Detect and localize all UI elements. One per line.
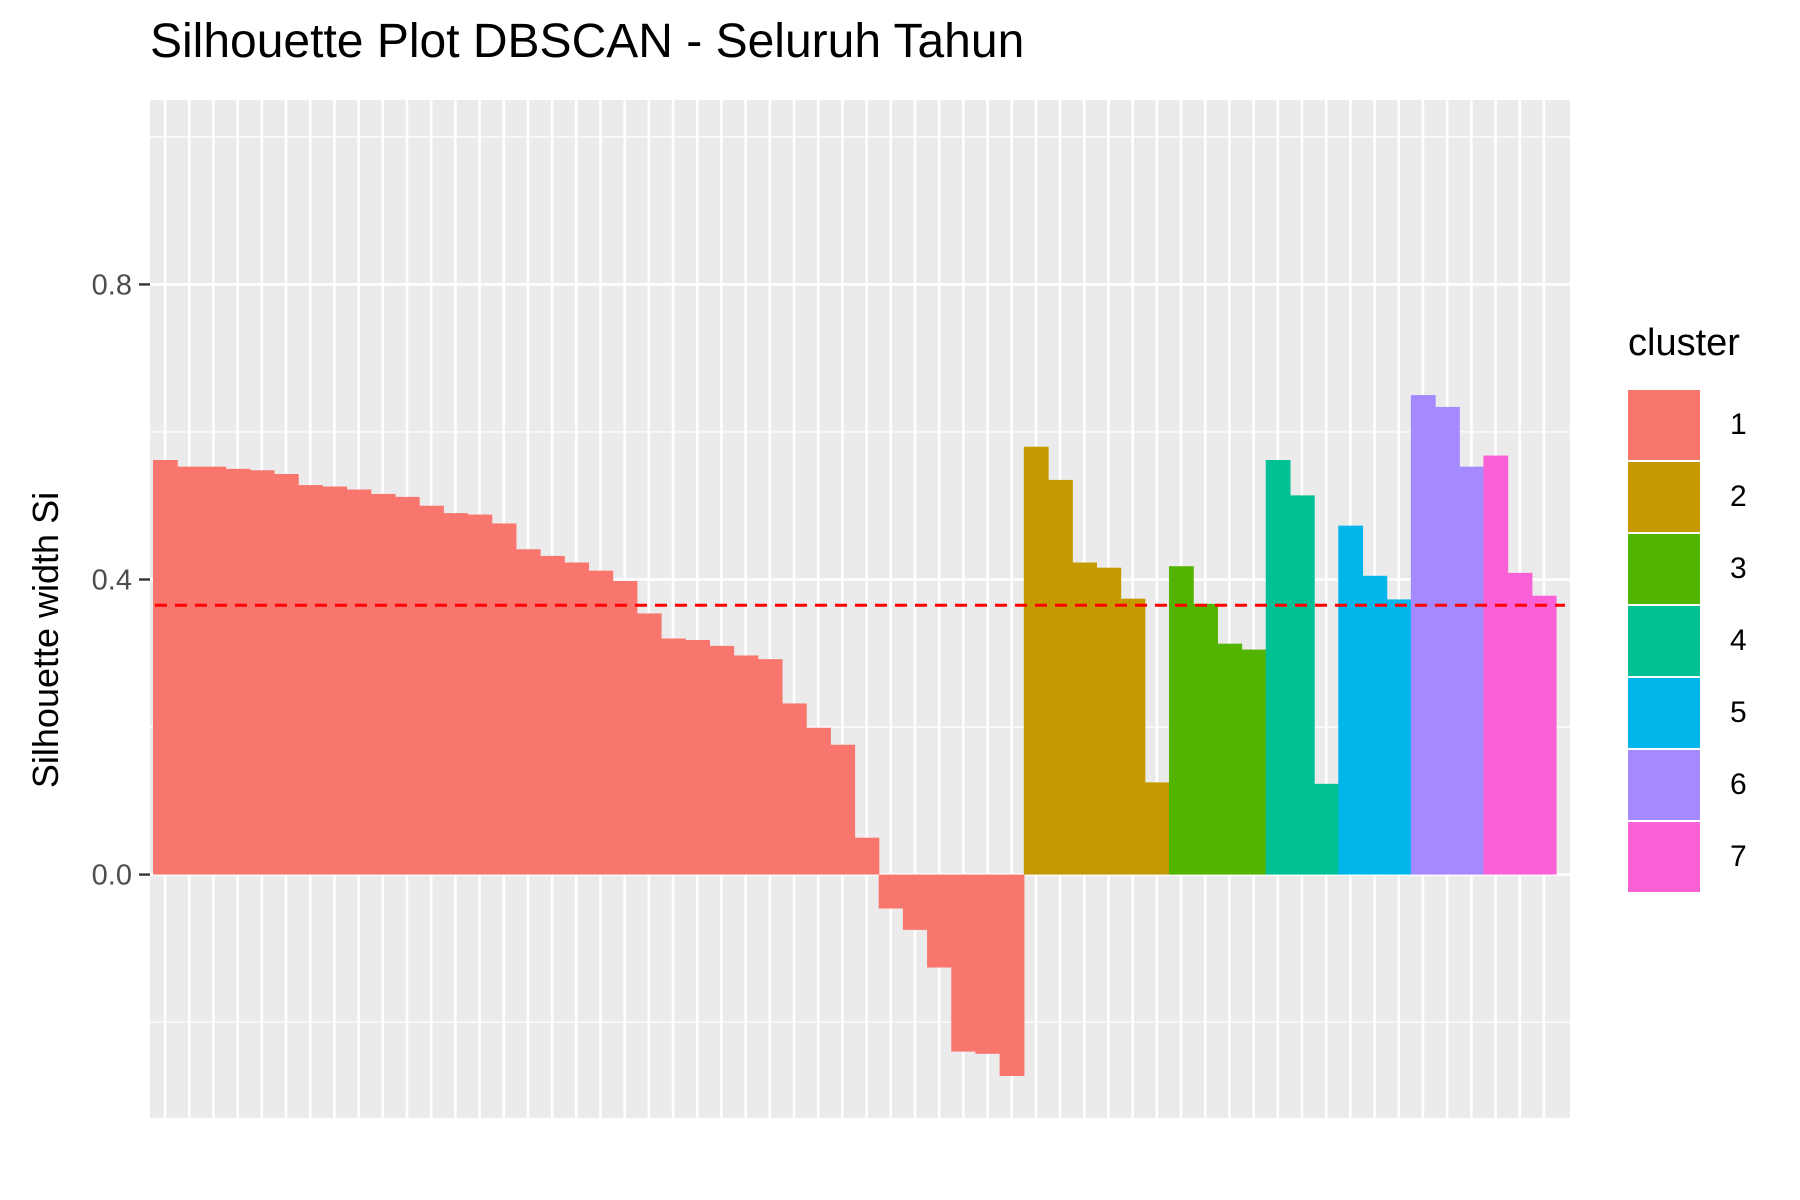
plot-area: 0.0 0.4 0.8 Silhouette width Si bbox=[25, 100, 1570, 1118]
silhouette-bar-cluster-7 bbox=[1531, 595, 1557, 875]
legend-label: 4 bbox=[1730, 624, 1747, 657]
silhouette-bar-cluster-6 bbox=[1410, 395, 1436, 875]
silhouette-bar-cluster-1 bbox=[902, 874, 928, 930]
silhouette-bar-cluster-5 bbox=[1362, 575, 1388, 875]
silhouette-bar-cluster-1 bbox=[370, 493, 396, 875]
silhouette-bar-cluster-2 bbox=[1072, 562, 1097, 875]
silhouette-bar-cluster-5 bbox=[1338, 525, 1364, 875]
silhouette-bar-cluster-1 bbox=[491, 523, 517, 875]
legend-label: 6 bbox=[1730, 768, 1747, 801]
silhouette-bar-cluster-1 bbox=[685, 639, 710, 875]
silhouette-bar-cluster-1 bbox=[999, 874, 1025, 1076]
silhouette-bar-cluster-1 bbox=[394, 496, 420, 875]
legend-item-cluster-1: 1 bbox=[1628, 389, 1747, 461]
legend-key bbox=[1628, 749, 1700, 821]
silhouette-bar-cluster-1 bbox=[515, 549, 541, 875]
legend-items: 1 2 3 4 5 6 7 bbox=[1628, 389, 1747, 893]
silhouette-bar-cluster-1 bbox=[951, 874, 977, 1052]
silhouette-bar-cluster-7 bbox=[1507, 572, 1533, 875]
legend-label: 1 bbox=[1730, 408, 1747, 441]
silhouette-bar-cluster-1 bbox=[273, 474, 299, 875]
legend-label: 7 bbox=[1730, 840, 1747, 873]
silhouette-bar-cluster-2 bbox=[1023, 446, 1049, 875]
silhouette-bar-cluster-1 bbox=[975, 874, 1001, 1054]
silhouette-bar-cluster-1 bbox=[733, 655, 759, 875]
silhouette-bar-cluster-3 bbox=[1168, 566, 1194, 875]
legend-item-cluster-6: 6 bbox=[1628, 749, 1747, 821]
silhouette-bar-cluster-1 bbox=[612, 580, 638, 875]
silhouette-bar-cluster-1 bbox=[927, 874, 952, 968]
silhouette-bar-cluster-1 bbox=[540, 555, 565, 875]
silhouette-bar-cluster-1 bbox=[419, 505, 444, 875]
legend-label: 5 bbox=[1730, 696, 1747, 729]
legend-key bbox=[1628, 461, 1700, 533]
silhouette-bar-cluster-3 bbox=[1241, 649, 1267, 875]
silhouette-bar-cluster-1 bbox=[153, 459, 178, 875]
y-tick-label: 0.4 bbox=[92, 564, 132, 596]
silhouette-bar-cluster-1 bbox=[346, 489, 372, 875]
silhouette-bar-cluster-3 bbox=[1217, 643, 1243, 875]
silhouette-bar-cluster-1 bbox=[830, 744, 856, 875]
silhouette-bar-cluster-4 bbox=[1289, 495, 1315, 875]
silhouette-bar-cluster-7 bbox=[1483, 455, 1509, 875]
legend-item-cluster-3: 3 bbox=[1628, 533, 1747, 605]
legend-item-cluster-5: 5 bbox=[1628, 677, 1747, 749]
silhouette-bar-cluster-1 bbox=[636, 613, 662, 875]
silhouette-bar-cluster-4 bbox=[1314, 783, 1339, 875]
y-tick-label: 0.8 bbox=[92, 269, 132, 301]
legend-title: cluster bbox=[1628, 322, 1740, 364]
legend-label: 3 bbox=[1730, 552, 1747, 585]
silhouette-bar-cluster-1 bbox=[443, 513, 469, 875]
legend-item-cluster-4: 4 bbox=[1628, 605, 1747, 677]
silhouette-bar-cluster-2 bbox=[1120, 598, 1146, 875]
legend: cluster 1 2 3 4 5 6 7 bbox=[1628, 322, 1747, 893]
silhouette-bar-cluster-1 bbox=[564, 562, 590, 875]
silhouette-bar-cluster-1 bbox=[660, 638, 686, 875]
legend-label: 2 bbox=[1730, 480, 1747, 513]
silhouette-bar-cluster-1 bbox=[298, 485, 323, 875]
legend-key bbox=[1628, 533, 1700, 605]
silhouette-bar-cluster-1 bbox=[177, 466, 202, 875]
silhouette-bar-cluster-4 bbox=[1265, 459, 1291, 875]
legend-item-cluster-7: 7 bbox=[1628, 821, 1747, 893]
silhouette-bar-cluster-1 bbox=[322, 486, 348, 875]
y-axis-title: Silhouette width Si bbox=[25, 492, 66, 788]
silhouette-bar-cluster-1 bbox=[854, 837, 880, 875]
silhouette-bar-cluster-1 bbox=[757, 659, 783, 875]
silhouette-bar-cluster-1 bbox=[806, 727, 831, 875]
silhouette-bar-cluster-3 bbox=[1193, 603, 1218, 875]
silhouette-bar-cluster-1 bbox=[249, 470, 275, 875]
silhouette-bar-cluster-1 bbox=[588, 570, 614, 875]
silhouette-bar-cluster-6 bbox=[1459, 466, 1485, 875]
chart-title: Silhouette Plot DBSCAN - Seluruh Tahun bbox=[150, 15, 1025, 68]
silhouette-bar-cluster-1 bbox=[225, 468, 251, 875]
silhouette-bar-cluster-2 bbox=[1144, 782, 1170, 875]
silhouette-bar-cluster-2 bbox=[1096, 567, 1122, 875]
silhouette-bar-cluster-1 bbox=[467, 514, 493, 875]
silhouette-bar-cluster-1 bbox=[781, 703, 807, 875]
y-tick-label: 0.0 bbox=[92, 860, 132, 892]
silhouette-bar-cluster-1 bbox=[709, 645, 735, 875]
silhouette-bar-cluster-6 bbox=[1435, 406, 1460, 875]
legend-key bbox=[1628, 677, 1700, 749]
silhouette-bar-cluster-5 bbox=[1386, 599, 1412, 875]
y-axis: 0.0 0.4 0.8 bbox=[92, 269, 150, 892]
silhouette-bar-cluster-1 bbox=[878, 874, 904, 909]
legend-key bbox=[1628, 821, 1700, 893]
silhouette-bar-cluster-2 bbox=[1048, 479, 1073, 875]
legend-item-cluster-2: 2 bbox=[1628, 461, 1747, 533]
bars-group bbox=[153, 395, 1557, 1076]
legend-key bbox=[1628, 389, 1700, 461]
silhouette-bar-cluster-1 bbox=[201, 466, 227, 875]
legend-key bbox=[1628, 605, 1700, 677]
